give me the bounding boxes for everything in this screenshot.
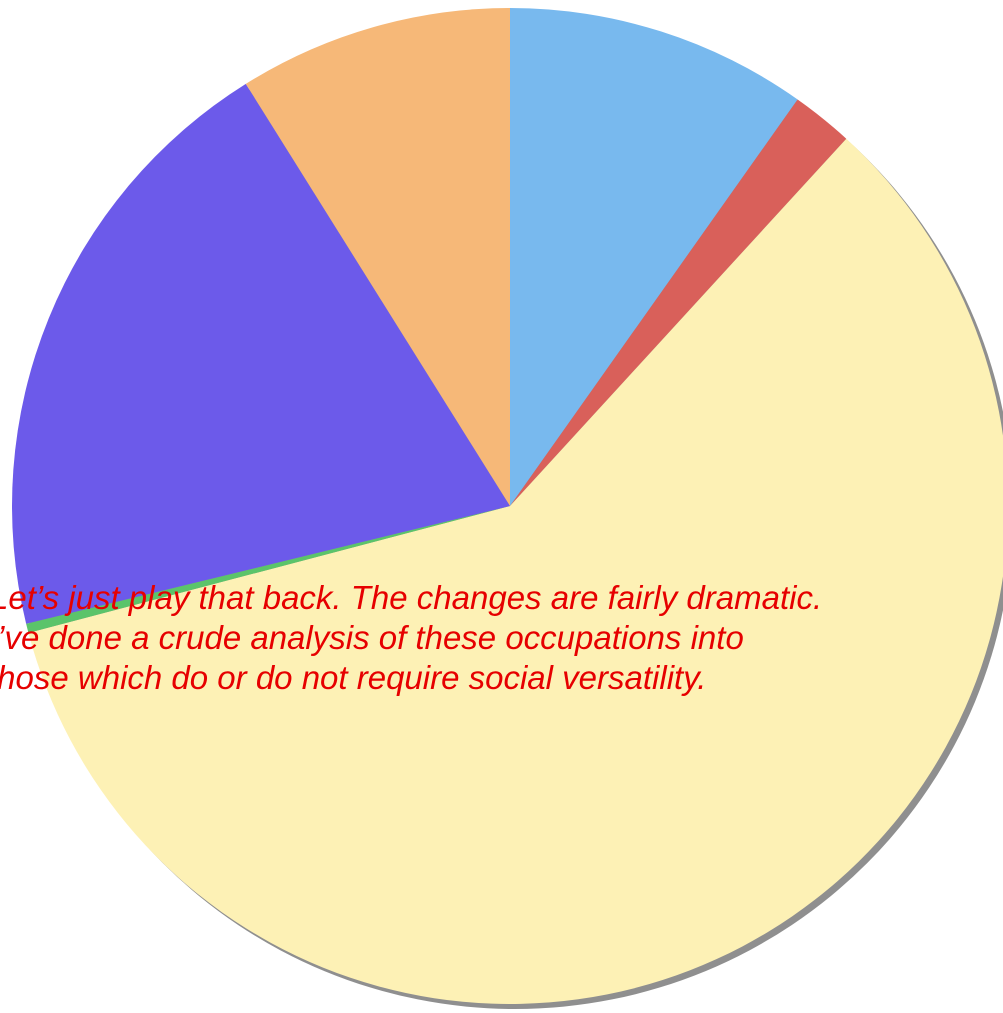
caption-line-2: I’ve done a crude analysis of these occu… [0, 619, 744, 656]
caption-line-3: those which do or do not require social … [0, 659, 707, 696]
pie-slice-5 [12, 83, 510, 624]
pie-slice-2 [510, 99, 847, 507]
caption: Let’s just play that back. The changes a… [0, 578, 1003, 698]
pie-slice-6 [245, 8, 510, 506]
pie-slice-4 [26, 506, 510, 633]
pie-slices [12, 8, 1003, 1004]
pie-slice-1 [510, 8, 798, 506]
pie-slice-3 [28, 138, 1003, 1004]
caption-line-1: Let’s just play that back. The changes a… [0, 579, 823, 616]
